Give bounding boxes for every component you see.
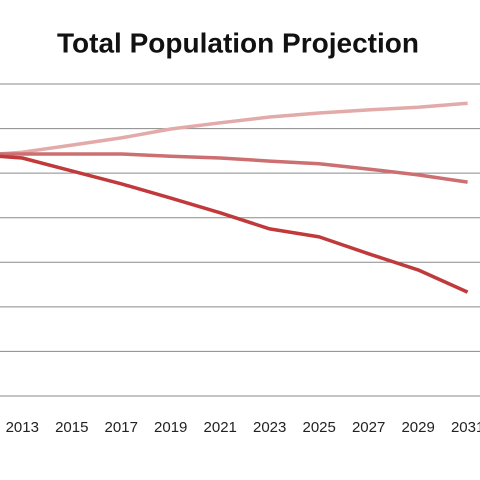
x-tick-label: 2017 — [105, 419, 138, 436]
chart-title: Total Population Projection — [57, 27, 419, 58]
x-tick-label: 2021 — [204, 419, 237, 436]
x-tick-label: 2029 — [401, 419, 434, 436]
x-tick-label: 2013 — [6, 419, 39, 436]
x-tick-label: 2031 — [451, 419, 480, 436]
x-axis: 2013 2015 2017 2019 2021 2023 2025 2027 2029 2031 — [6, 419, 480, 436]
series-line — [0, 152, 468, 184]
lines — [0, 101, 469, 294]
x-tick-label: 2025 — [302, 419, 335, 436]
series-line — [0, 154, 469, 294]
x-tick-label: 2019 — [154, 419, 187, 436]
series-line — [0, 101, 468, 156]
x-tick-label: 2023 — [253, 419, 286, 436]
x-tick-label: 2015 — [55, 419, 88, 436]
x-tick-label: 2027 — [352, 419, 385, 436]
grid — [0, 83, 480, 397]
